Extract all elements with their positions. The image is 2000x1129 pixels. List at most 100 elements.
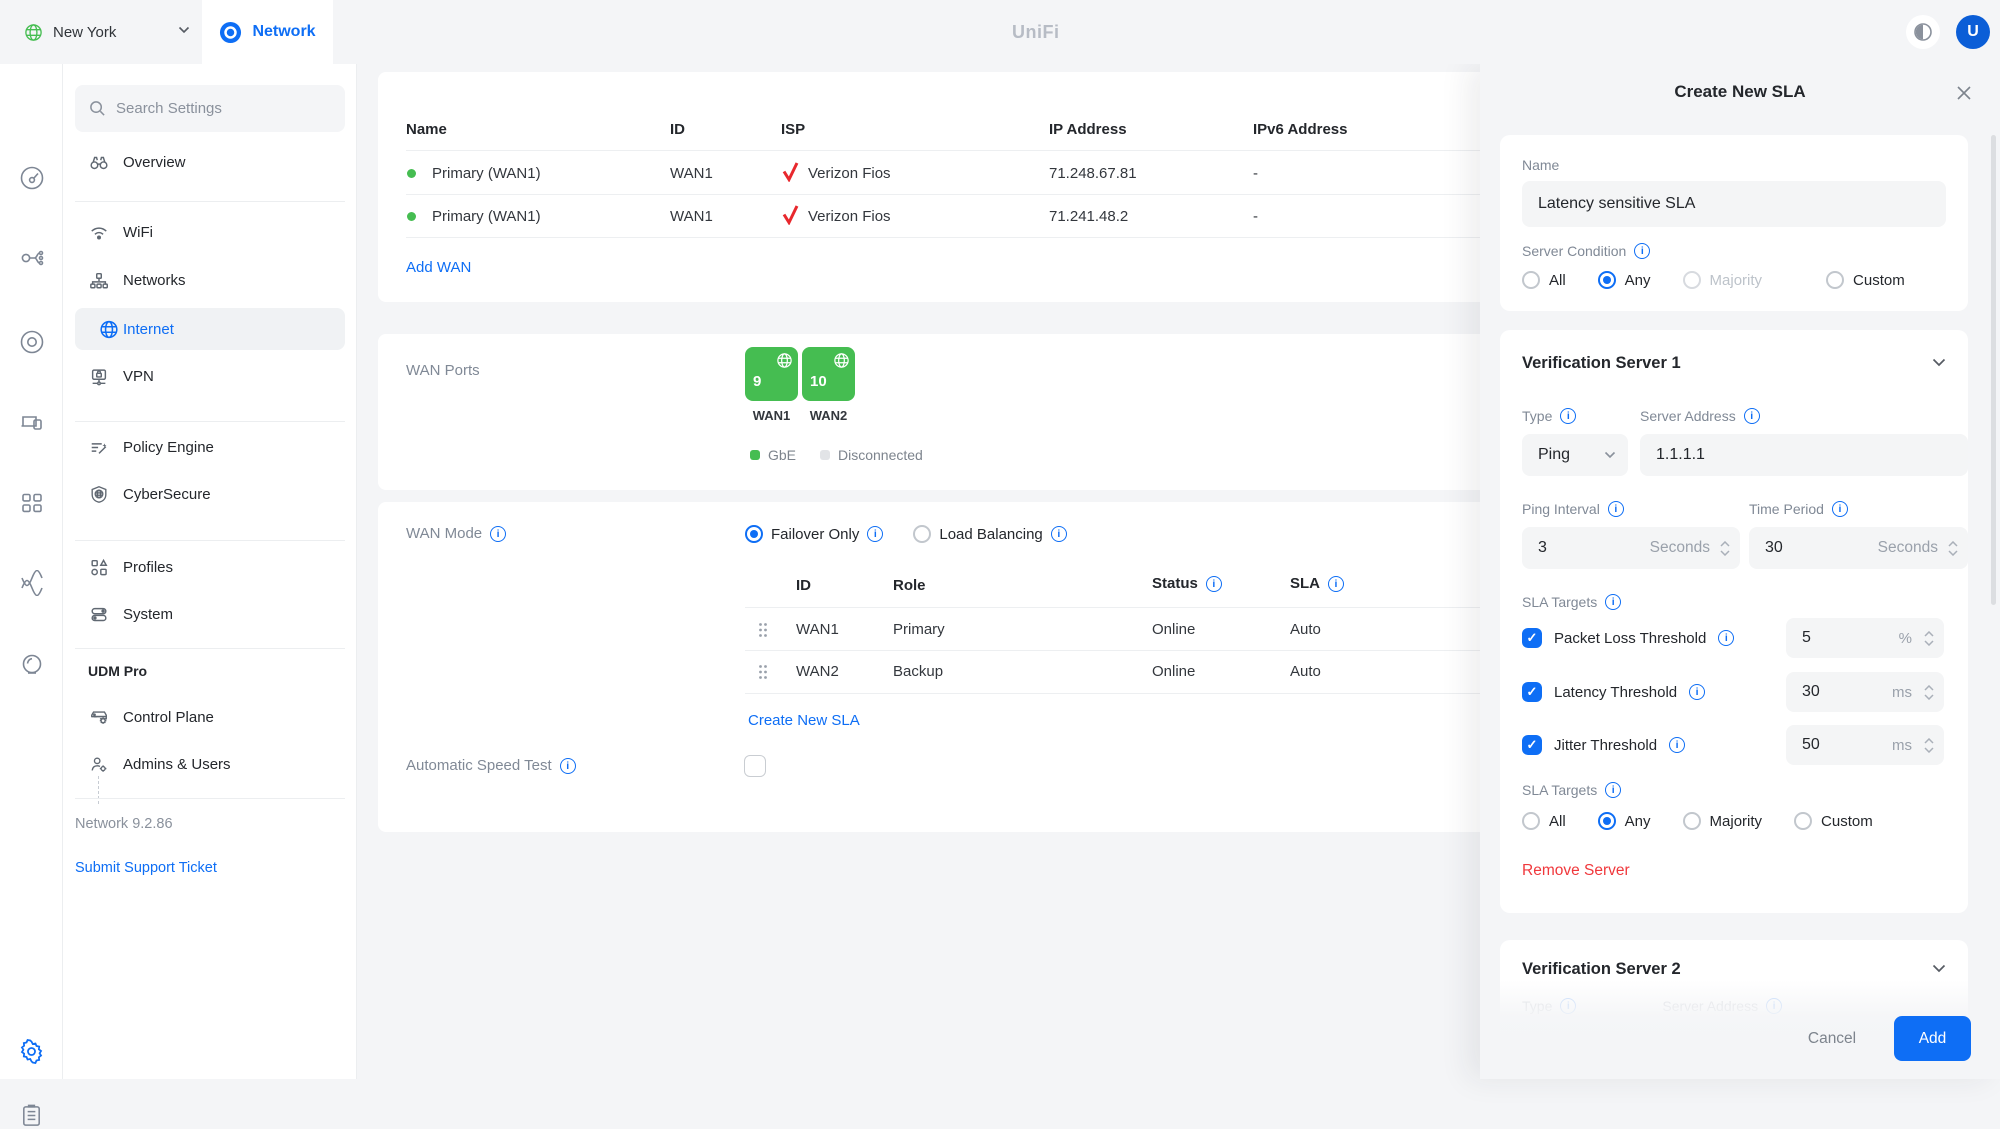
wan-ipv6: - — [1253, 165, 1258, 182]
radio-targets-all[interactable] — [1522, 812, 1540, 830]
sidebar-item-profiles[interactable]: Profiles — [63, 543, 357, 591]
settings-gear-icon[interactable] — [18, 1038, 45, 1065]
sidebar-item-cybersecure[interactable]: CyberSecure — [63, 470, 357, 518]
remove-server-link[interactable]: Remove Server — [1522, 862, 1630, 879]
packet-loss-input[interactable]: 5 % — [1786, 618, 1944, 658]
radio-condition-all[interactable] — [1522, 271, 1540, 289]
tab-network[interactable]: Network — [202, 0, 333, 64]
auto-speed-test-checkbox[interactable] — [744, 755, 766, 777]
info-icon[interactable]: i — [1669, 737, 1686, 753]
sidebar-item-overview[interactable]: Overview — [63, 138, 357, 186]
radio-condition-any[interactable] — [1597, 271, 1616, 289]
sidebar-item-system[interactable]: System — [63, 590, 357, 638]
submit-support-ticket-link[interactable]: Submit Support Ticket — [75, 860, 217, 876]
info-icon[interactable]: i — [1205, 575, 1222, 592]
stepper-arrows[interactable] — [1948, 540, 1958, 556]
chevron-down-icon[interactable] — [1932, 358, 1946, 367]
info-icon[interactable]: i — [1689, 684, 1706, 700]
sidebar-item-wifi[interactable]: WiFi — [63, 208, 357, 256]
chevron-down-icon[interactable] — [1932, 964, 1946, 973]
info-icon[interactable]: i — [1050, 526, 1067, 542]
jitter-checkbox[interactable]: ✓ — [1522, 735, 1542, 755]
unifi-devices-icon[interactable] — [18, 328, 45, 355]
account-avatar[interactable]: U — [1956, 15, 1990, 49]
wan1-port[interactable]: 9 — [745, 347, 798, 401]
sidebar-item-label: Internet — [123, 320, 174, 338]
latency-row: ✓ Latency Threshold i — [1522, 672, 1946, 712]
drag-handle[interactable] — [758, 664, 768, 680]
jitter-input[interactable]: 50 ms — [1786, 725, 1944, 765]
add-button[interactable]: Add — [1894, 1016, 1971, 1061]
radio-condition-majority[interactable] — [1682, 271, 1701, 289]
radio-targets-any[interactable] — [1597, 812, 1616, 830]
chevron-down-icon[interactable] — [178, 26, 190, 34]
system-log-icon[interactable] — [18, 1102, 45, 1129]
verification-server-1-card: Verification Server 1 Type i Server Addr… — [1500, 330, 1968, 913]
search-icon — [89, 100, 106, 117]
topology-icon[interactable] — [18, 244, 45, 271]
info-icon[interactable]: i — [1607, 501, 1624, 517]
time-period-value: 30 — [1765, 539, 1783, 556]
wan2-port[interactable]: 10 — [802, 347, 855, 401]
add-wan-link[interactable]: Add WAN — [406, 259, 472, 276]
stepper-arrows[interactable] — [1924, 684, 1934, 700]
panel-scrollbar[interactable] — [1991, 135, 1996, 605]
hotspot-icon[interactable] — [18, 651, 45, 678]
drag-handle[interactable] — [758, 622, 768, 638]
info-icon[interactable]: i — [1560, 408, 1577, 424]
site-selector[interactable]: New York — [0, 0, 202, 64]
info-icon[interactable]: i — [1743, 408, 1760, 424]
wifi-icon — [89, 222, 109, 243]
sidebar-item-vpn[interactable]: VPN — [63, 352, 357, 400]
targets-custom-label: Custom — [1821, 812, 1873, 830]
info-icon[interactable]: i — [1831, 501, 1848, 517]
info-icon[interactable]: i — [867, 526, 884, 542]
client-devices-icon[interactable] — [18, 409, 45, 436]
sidebar-item-label: VPN — [123, 367, 154, 385]
cancel-button[interactable]: Cancel — [1807, 1029, 1857, 1047]
site-name: New York — [53, 23, 117, 41]
sidebar-item-control-plane[interactable]: Control Plane — [63, 693, 357, 741]
radio-load-balancing[interactable] — [913, 525, 932, 543]
packet-loss-checkbox[interactable]: ✓ — [1522, 628, 1542, 648]
info-icon[interactable]: i — [1605, 594, 1622, 610]
top-bar: New York Network UniFi U — [0, 0, 2000, 64]
time-period-stepper[interactable]: 30 Seconds — [1749, 527, 1968, 569]
close-icon[interactable] — [1954, 83, 1974, 103]
sidebar-item-admins-users[interactable]: Admins & Users — [63, 740, 357, 788]
radio-targets-custom[interactable] — [1794, 812, 1813, 830]
sidebar-item-policy-engine[interactable]: Policy Engine — [63, 423, 357, 471]
stepper-arrows[interactable] — [1720, 540, 1730, 556]
latency-input[interactable]: 30 ms — [1786, 672, 1944, 712]
legend-disconnected-label: Disconnected — [838, 447, 923, 463]
sidebar-item-networks[interactable]: Networks — [63, 256, 357, 304]
server-address-input[interactable] — [1640, 434, 1968, 476]
targets-any-label: Any — [1624, 812, 1651, 830]
settings-search[interactable] — [75, 85, 345, 132]
info-icon[interactable]: i — [1718, 630, 1735, 646]
sla-name-input[interactable] — [1522, 181, 1946, 227]
ping-interval-stepper[interactable]: 3 Seconds — [1522, 527, 1740, 569]
sla-name-card: Name Server Condition i All Any Majority… — [1500, 135, 1968, 311]
apps-icon[interactable] — [18, 489, 45, 516]
search-input[interactable] — [116, 100, 316, 117]
info-icon[interactable]: i — [1328, 575, 1344, 592]
dashboard-icon[interactable] — [18, 164, 45, 191]
radio-condition-custom[interactable] — [1826, 271, 1845, 289]
create-new-sla-link[interactable]: Create New SLA — [748, 712, 860, 729]
type-select[interactable]: Ping — [1522, 434, 1628, 476]
info-icon[interactable]: i — [559, 757, 576, 774]
stepper-arrows[interactable] — [1924, 630, 1934, 646]
latency-checkbox[interactable]: ✓ — [1522, 682, 1542, 702]
legend-gbe-label: GbE — [768, 447, 797, 463]
stepper-arrows[interactable] — [1924, 737, 1934, 753]
info-icon[interactable]: i — [490, 525, 507, 542]
radio-failover-only[interactable] — [745, 525, 763, 543]
radio-targets-majority[interactable] — [1682, 812, 1701, 830]
info-icon[interactable]: i — [1605, 782, 1622, 798]
info-icon[interactable]: i — [1634, 243, 1651, 259]
legend-gbe-swatch — [750, 450, 760, 460]
radio-insights-icon[interactable] — [18, 569, 45, 596]
theme-toggle-button[interactable] — [1906, 15, 1940, 49]
sidebar-item-internet[interactable]: Internet — [75, 308, 345, 350]
